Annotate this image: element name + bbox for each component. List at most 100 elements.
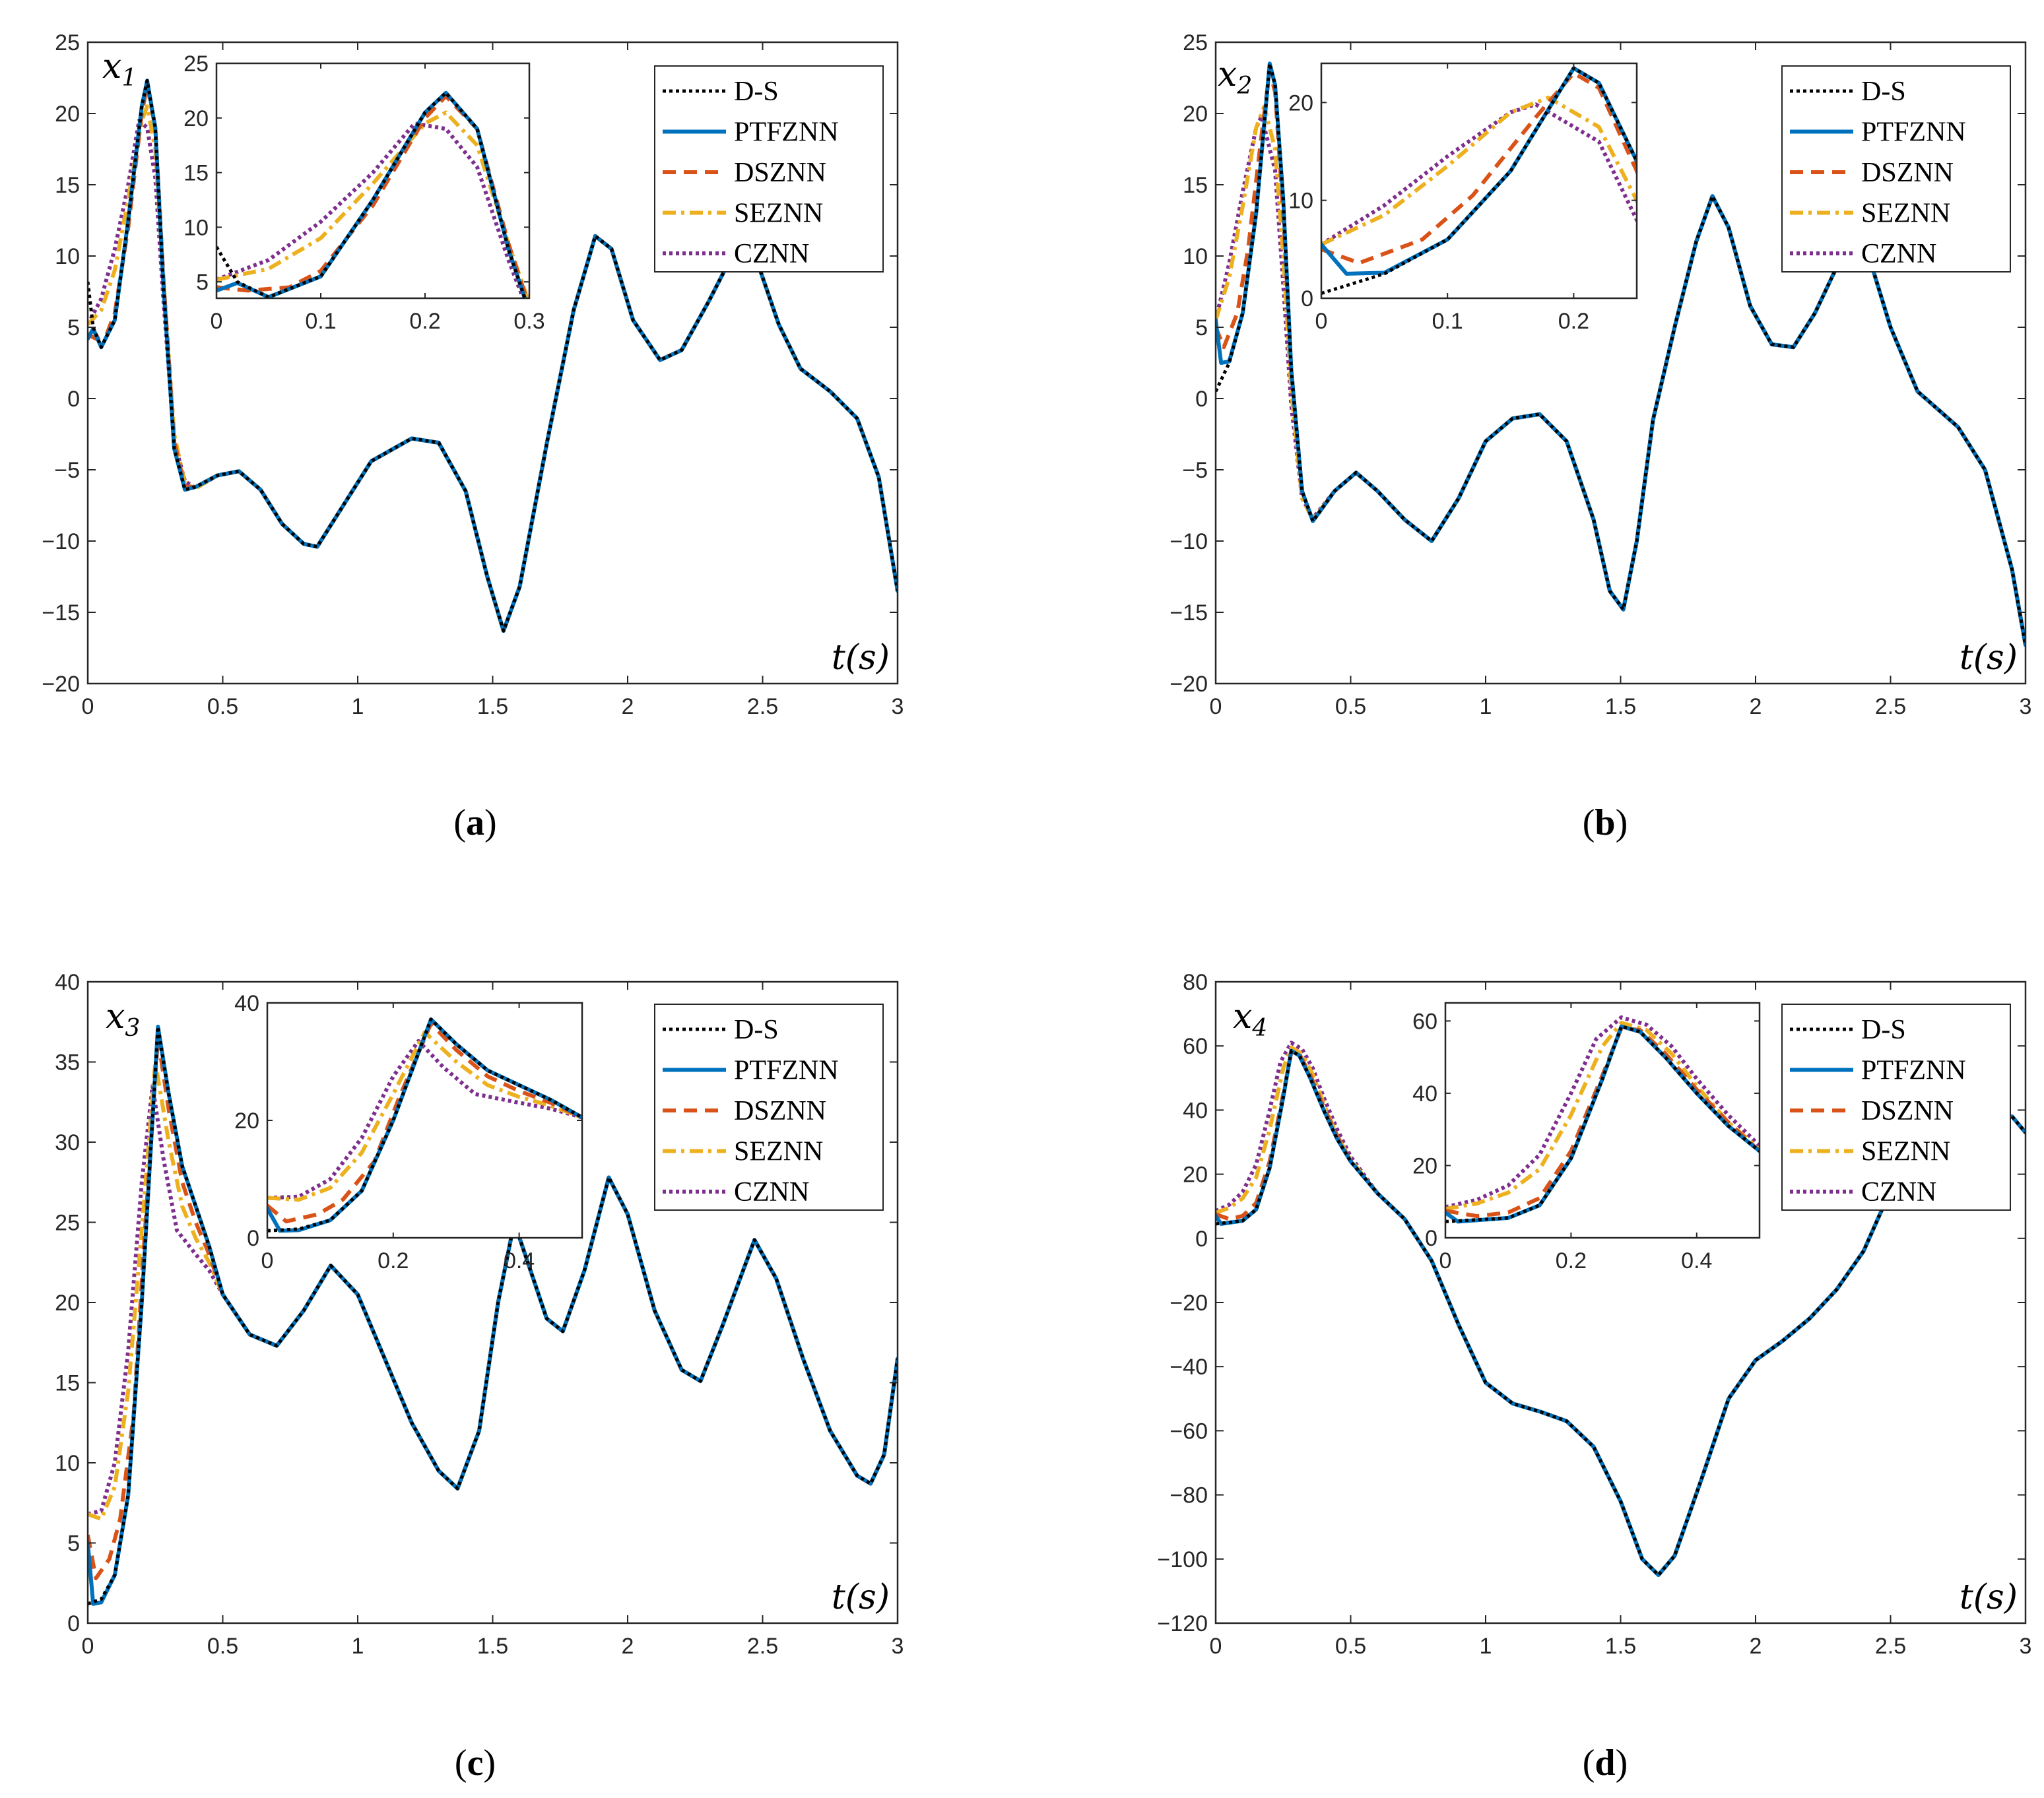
panel-c-caption: (c) [455, 1743, 496, 1783]
panel-c-main-line-d-s [88, 1025, 898, 1606]
panel-c-inset-frame [266, 1002, 583, 1239]
panel-d-main-ytick-label: −80 [1170, 1483, 1208, 1508]
panel-c-main-xtick-label: 1.5 [477, 1634, 508, 1659]
panel-b-main-ytick-label: 15 [1183, 173, 1208, 198]
panel-c-inset-xtick-label: 0.2 [378, 1248, 409, 1273]
panel-b-main-xtick-label: 0 [1210, 694, 1222, 719]
panel-a-time-label: t(s) [832, 638, 890, 678]
panel-d-main-xtick-label: 2.5 [1875, 1634, 1906, 1659]
panel-a-legend-label-ptfznn: PTFZNN [734, 117, 839, 148]
panel-a-legend-label-dsznn: DSZNN [734, 158, 826, 188]
panel-a-legend: D-S PTFZNN DSZNN SEZNN CZNN [654, 65, 884, 273]
panel-a-main-ytick-label: 20 [55, 102, 80, 127]
panel-a-main-ytick-label: −5 [54, 458, 80, 483]
panel-b-inset-ytick-label: 10 [1288, 189, 1313, 214]
panel-a-main-ytick-label: 10 [55, 244, 80, 269]
panel-a-inset-ytick-label: 25 [183, 51, 209, 77]
panel-b-main-ytick-label: 10 [1183, 244, 1208, 269]
panel-d-inset-ytick-label: 20 [1412, 1153, 1437, 1178]
panel-c-inset-ytick-label: 40 [234, 991, 259, 1016]
panel-b-inset-xtick-label: 0 [1315, 309, 1328, 334]
panel-b-main-ytick-label: −10 [1170, 529, 1208, 554]
panel-b-caption: (b) [1583, 802, 1628, 843]
panel-a-inset-line-dsznn [216, 94, 529, 298]
panel-a-variable-subscript: 1 [121, 65, 137, 92]
panel-d-main-ytick-label: −100 [1157, 1547, 1208, 1572]
panel-a-inset-ytick-label: 15 [183, 161, 209, 186]
panel-d-main-xtick-label: 0 [1210, 1634, 1222, 1659]
panel-c-main-xtick-label: 0 [82, 1634, 94, 1659]
panel-d-main-ytick-label: −40 [1170, 1355, 1208, 1380]
panel-a-main-xtick-label: 0 [82, 694, 94, 719]
panel-b-legend-box [1781, 65, 2011, 273]
panel-b-main-frame [1214, 41, 2027, 685]
panel-d-main-ytick-label: −60 [1170, 1419, 1208, 1444]
panel-b-main-xtick-label: 3 [2020, 694, 2032, 719]
panel-d-main-ytick-label: −20 [1170, 1291, 1208, 1316]
panel-b-main-ytick-label: 0 [1195, 387, 1208, 412]
panel-b-caption-letter: b [1595, 802, 1615, 843]
panel-d-inset-series-group [1445, 1015, 1760, 1224]
panel-b-legend-label-dsznn: DSZNN [1861, 158, 1954, 188]
panel-d-main-line-d-s [1216, 1049, 2026, 1577]
panel-a-legend-box [654, 65, 884, 273]
panel-a-inset-line-seznn [216, 110, 529, 298]
panel-a-main-xtick-label: 1 [352, 694, 364, 719]
panel-b-main-xtick-label: 2.5 [1875, 694, 1906, 719]
panel-c-legend-box [654, 1004, 884, 1211]
panel-d-caption: (d) [1583, 1743, 1628, 1783]
panel-c-main-ytick-label: 25 [55, 1211, 80, 1236]
panel-d-main-ytick-label: 80 [1183, 970, 1208, 995]
panel-d-inset-xtick-label: 0.2 [1556, 1248, 1587, 1273]
panel-a-inset-ytick-label: 5 [196, 270, 209, 295]
panel-a-main-ytick-label: 5 [67, 315, 80, 340]
panel-c-main-series-group [88, 1025, 898, 1606]
panel-a-main-ytick-label: −10 [42, 529, 80, 554]
panel-a-inset-frame [215, 62, 531, 300]
panel-d-legend-label-seznn: SEZNN [1861, 1137, 1950, 1167]
panel-b-main-xtick-label: 2 [1750, 694, 1762, 719]
panel-c-main-xtick-label: 2.5 [747, 1634, 778, 1659]
panel-c-main-ytick-label: 40 [55, 970, 80, 995]
panel-b-main-ytick-label: −15 [1170, 600, 1208, 626]
panel-c-caption-letter: c [467, 1743, 484, 1783]
panel-b-inset-ytick-label: 20 [1288, 90, 1313, 115]
panel-a-inset-ytick-label: 10 [183, 215, 209, 240]
panel-c-main-xtick-label: 1 [352, 1634, 364, 1659]
panel-b-legend-label-cznn: CZNN [1861, 239, 1936, 269]
panel-d-inset-frame [1444, 1002, 1761, 1239]
panel-b-legend: D-S PTFZNN DSZNN SEZNN CZNN [1781, 65, 2011, 273]
panel-d-variable-label: x4 [1233, 997, 1267, 1042]
panel-d-inset-axes: 0 0.2 0.4 0 20 40 60 [1412, 1002, 1761, 1273]
panel-d-main-xtick-label: 1.5 [1605, 1634, 1636, 1659]
panel-b-inset-background [1321, 63, 1637, 298]
panel-d-legend-label-cznn: CZNN [1861, 1177, 1936, 1207]
panel-a-inset-ytick-label: 20 [183, 106, 209, 131]
panel-a-main-ytick-label: −20 [42, 672, 80, 697]
panel-d-main-xtick-label: 2 [1750, 1634, 1762, 1659]
panel-c-inset-axes: 0 0.2 0.4 0 20 40 [234, 991, 583, 1273]
panel-c-main-ytick-label: 5 [67, 1531, 80, 1557]
panel-d-time-label: t(s) [1960, 1578, 2018, 1617]
panel-b-main-ytick-label: 5 [1195, 315, 1208, 340]
panel-b-main-ytick-label: 20 [1183, 102, 1208, 127]
panel-c-main-ytick-label: 30 [55, 1130, 80, 1155]
panel-c-main-xtick-label: 0.5 [207, 1634, 238, 1659]
panel-c-inset-line-d-s [267, 1017, 582, 1233]
panel-b-main-xtick-label: 1.5 [1605, 694, 1636, 719]
panel-d-inset-xtick-label: 0.4 [1681, 1248, 1712, 1273]
panel-d-inset-ytick-label: 60 [1412, 1009, 1437, 1034]
panel-a-inset-line-ptfznn [216, 90, 527, 298]
panel-d-inset-line-seznn [1445, 1021, 1760, 1211]
panel-a-inset-series-group [216, 90, 529, 298]
panel-d-main-ytick-label: 40 [1183, 1098, 1208, 1123]
panel-a-caption-letter: a [466, 802, 484, 843]
panel-c-main-ytick-label: 10 [55, 1451, 80, 1476]
panel-c-main-ytick-label: 15 [55, 1371, 80, 1396]
panel-d-legend-label-ptfznn: PTFZNN [1861, 1056, 1966, 1086]
panel-c-legend-label-dsznn: DSZNN [734, 1096, 826, 1126]
panel-c-main-ytick-label: 20 [55, 1291, 80, 1316]
panel-a-main-ytick-label: 25 [55, 30, 80, 55]
panel-b-main-ytick-label: −20 [1170, 672, 1208, 697]
panel-c-inset-xtick-label: 0 [261, 1248, 274, 1273]
